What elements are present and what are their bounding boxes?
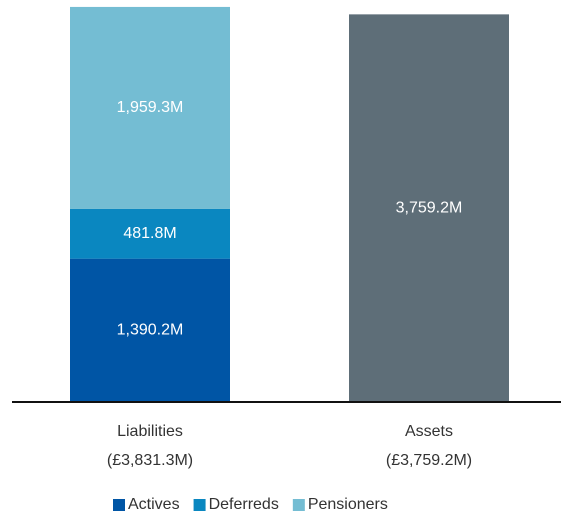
data-label: 3,759.2M <box>396 199 463 216</box>
legend-label: Pensioners <box>308 496 388 513</box>
data-label: 1,390.2M <box>117 322 184 339</box>
bar-segment <box>70 6 230 209</box>
data-label: 1,959.3M <box>117 99 184 116</box>
bar-segment <box>70 208 230 259</box>
bar-segment <box>70 258 230 402</box>
x-tick-label: (£3,759.2M) <box>386 452 472 469</box>
legend-swatch <box>193 499 206 511</box>
legend-swatch <box>113 499 125 511</box>
x-tick-label: (£3,831.3M) <box>107 452 193 469</box>
x-tick-label: Liabilities <box>117 423 183 440</box>
bar-segment <box>349 14 509 403</box>
legend-swatch <box>292 499 305 511</box>
legend-label: Actives <box>128 496 180 513</box>
x-tick-label: Assets <box>405 423 453 440</box>
legend-label: Deferreds <box>209 496 279 513</box>
data-label: 481.8M <box>123 225 176 242</box>
